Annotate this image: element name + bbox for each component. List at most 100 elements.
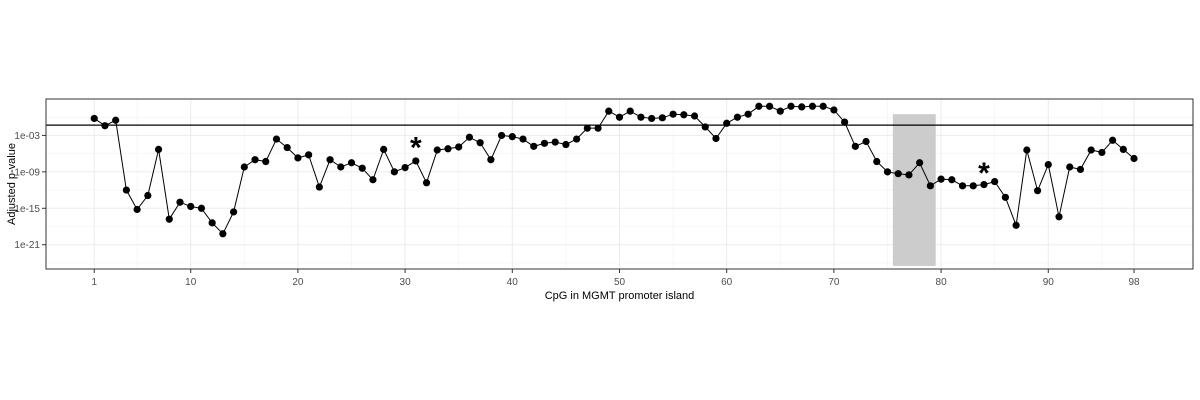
data-point bbox=[187, 202, 195, 211]
data-point bbox=[991, 177, 999, 186]
data-point bbox=[1055, 213, 1063, 221]
data-point bbox=[326, 156, 334, 164]
y-tick-label: 1e-21 bbox=[14, 240, 40, 251]
data-point bbox=[723, 119, 731, 127]
data-point bbox=[948, 176, 956, 184]
data-point bbox=[905, 171, 913, 179]
x-tick-label: 80 bbox=[936, 277, 948, 288]
x-axis-title: CpG in MGMT promoter island bbox=[545, 290, 695, 302]
data-point bbox=[1087, 146, 1095, 154]
data-point bbox=[937, 175, 945, 183]
data-point bbox=[433, 146, 441, 154]
data-point bbox=[1044, 160, 1052, 169]
x-tick-label: 40 bbox=[507, 277, 519, 288]
data-point bbox=[380, 145, 388, 153]
shaded-region-layer bbox=[892, 114, 936, 266]
series-layer bbox=[90, 102, 1138, 238]
data-point bbox=[926, 182, 934, 190]
x-tick-label: 98 bbox=[1128, 277, 1140, 288]
x-tick-label: 20 bbox=[292, 277, 304, 288]
data-point bbox=[251, 156, 259, 164]
data-point bbox=[851, 142, 859, 150]
x-tick-label: 30 bbox=[400, 277, 412, 288]
data-point bbox=[412, 157, 420, 165]
data-point bbox=[122, 186, 130, 194]
data-point bbox=[765, 102, 774, 110]
x-tick-label: 50 bbox=[614, 277, 626, 288]
data-point bbox=[165, 215, 173, 223]
data-point bbox=[422, 179, 431, 187]
data-point bbox=[819, 102, 827, 110]
data-point bbox=[733, 113, 742, 121]
data-point bbox=[1023, 146, 1031, 154]
data-point bbox=[337, 163, 345, 171]
x-tick-label: 60 bbox=[721, 277, 733, 288]
data-point bbox=[744, 110, 752, 118]
data-point bbox=[390, 168, 398, 176]
data-point bbox=[680, 111, 688, 119]
x-tick-label: 90 bbox=[1043, 277, 1055, 288]
data-point bbox=[958, 182, 967, 190]
data-point bbox=[465, 133, 474, 141]
data-point bbox=[969, 182, 977, 190]
data-point bbox=[305, 151, 313, 159]
data-point bbox=[508, 133, 516, 141]
data-point bbox=[219, 230, 227, 238]
data-point bbox=[841, 118, 849, 126]
data-point bbox=[798, 103, 806, 111]
data-point bbox=[583, 124, 591, 132]
data-point bbox=[551, 138, 559, 146]
data-point bbox=[916, 159, 924, 167]
data-point bbox=[133, 205, 141, 214]
data-point bbox=[229, 208, 238, 216]
data-point bbox=[690, 112, 699, 120]
data-point bbox=[455, 143, 463, 151]
shaded-region bbox=[892, 114, 936, 266]
data-point bbox=[101, 122, 109, 130]
data-point bbox=[283, 143, 291, 152]
data-point bbox=[1033, 187, 1042, 195]
data-point bbox=[883, 168, 892, 176]
data-point bbox=[272, 135, 281, 143]
data-point bbox=[208, 219, 216, 227]
data-point bbox=[637, 113, 645, 121]
y-tick-label: 1e-09 bbox=[14, 167, 40, 178]
data-point bbox=[1076, 165, 1085, 174]
data-point bbox=[669, 110, 677, 118]
x-tick-label: 10 bbox=[185, 277, 197, 288]
data-point bbox=[262, 157, 270, 166]
data-point bbox=[1119, 145, 1127, 153]
data-point bbox=[487, 156, 495, 164]
data-point bbox=[605, 107, 613, 115]
data-point bbox=[615, 113, 624, 121]
data-point bbox=[830, 106, 838, 114]
data-point bbox=[294, 154, 302, 162]
annotations-layer: ** bbox=[410, 132, 990, 191]
data-point bbox=[497, 131, 506, 140]
x-tick-label: 70 bbox=[828, 277, 840, 288]
data-point bbox=[154, 145, 163, 153]
data-point bbox=[315, 183, 323, 191]
data-point bbox=[540, 139, 549, 147]
data-point bbox=[862, 137, 870, 146]
data-point bbox=[562, 140, 570, 149]
data-point bbox=[626, 107, 634, 115]
data-point bbox=[240, 163, 248, 171]
data-point bbox=[712, 134, 720, 143]
data-point bbox=[873, 157, 881, 166]
data-point bbox=[144, 191, 152, 200]
data-point bbox=[787, 102, 795, 110]
x-tick-label: 1 bbox=[91, 277, 97, 288]
data-point bbox=[755, 102, 763, 110]
data-point bbox=[658, 114, 666, 122]
data-point bbox=[197, 204, 206, 212]
data-point bbox=[1130, 154, 1138, 163]
significance-star: * bbox=[978, 157, 990, 190]
data-point bbox=[358, 164, 366, 172]
data-point bbox=[112, 116, 120, 124]
data-point bbox=[369, 176, 377, 184]
data-point bbox=[776, 107, 784, 115]
data-point bbox=[476, 139, 484, 147]
data-point bbox=[701, 123, 709, 131]
